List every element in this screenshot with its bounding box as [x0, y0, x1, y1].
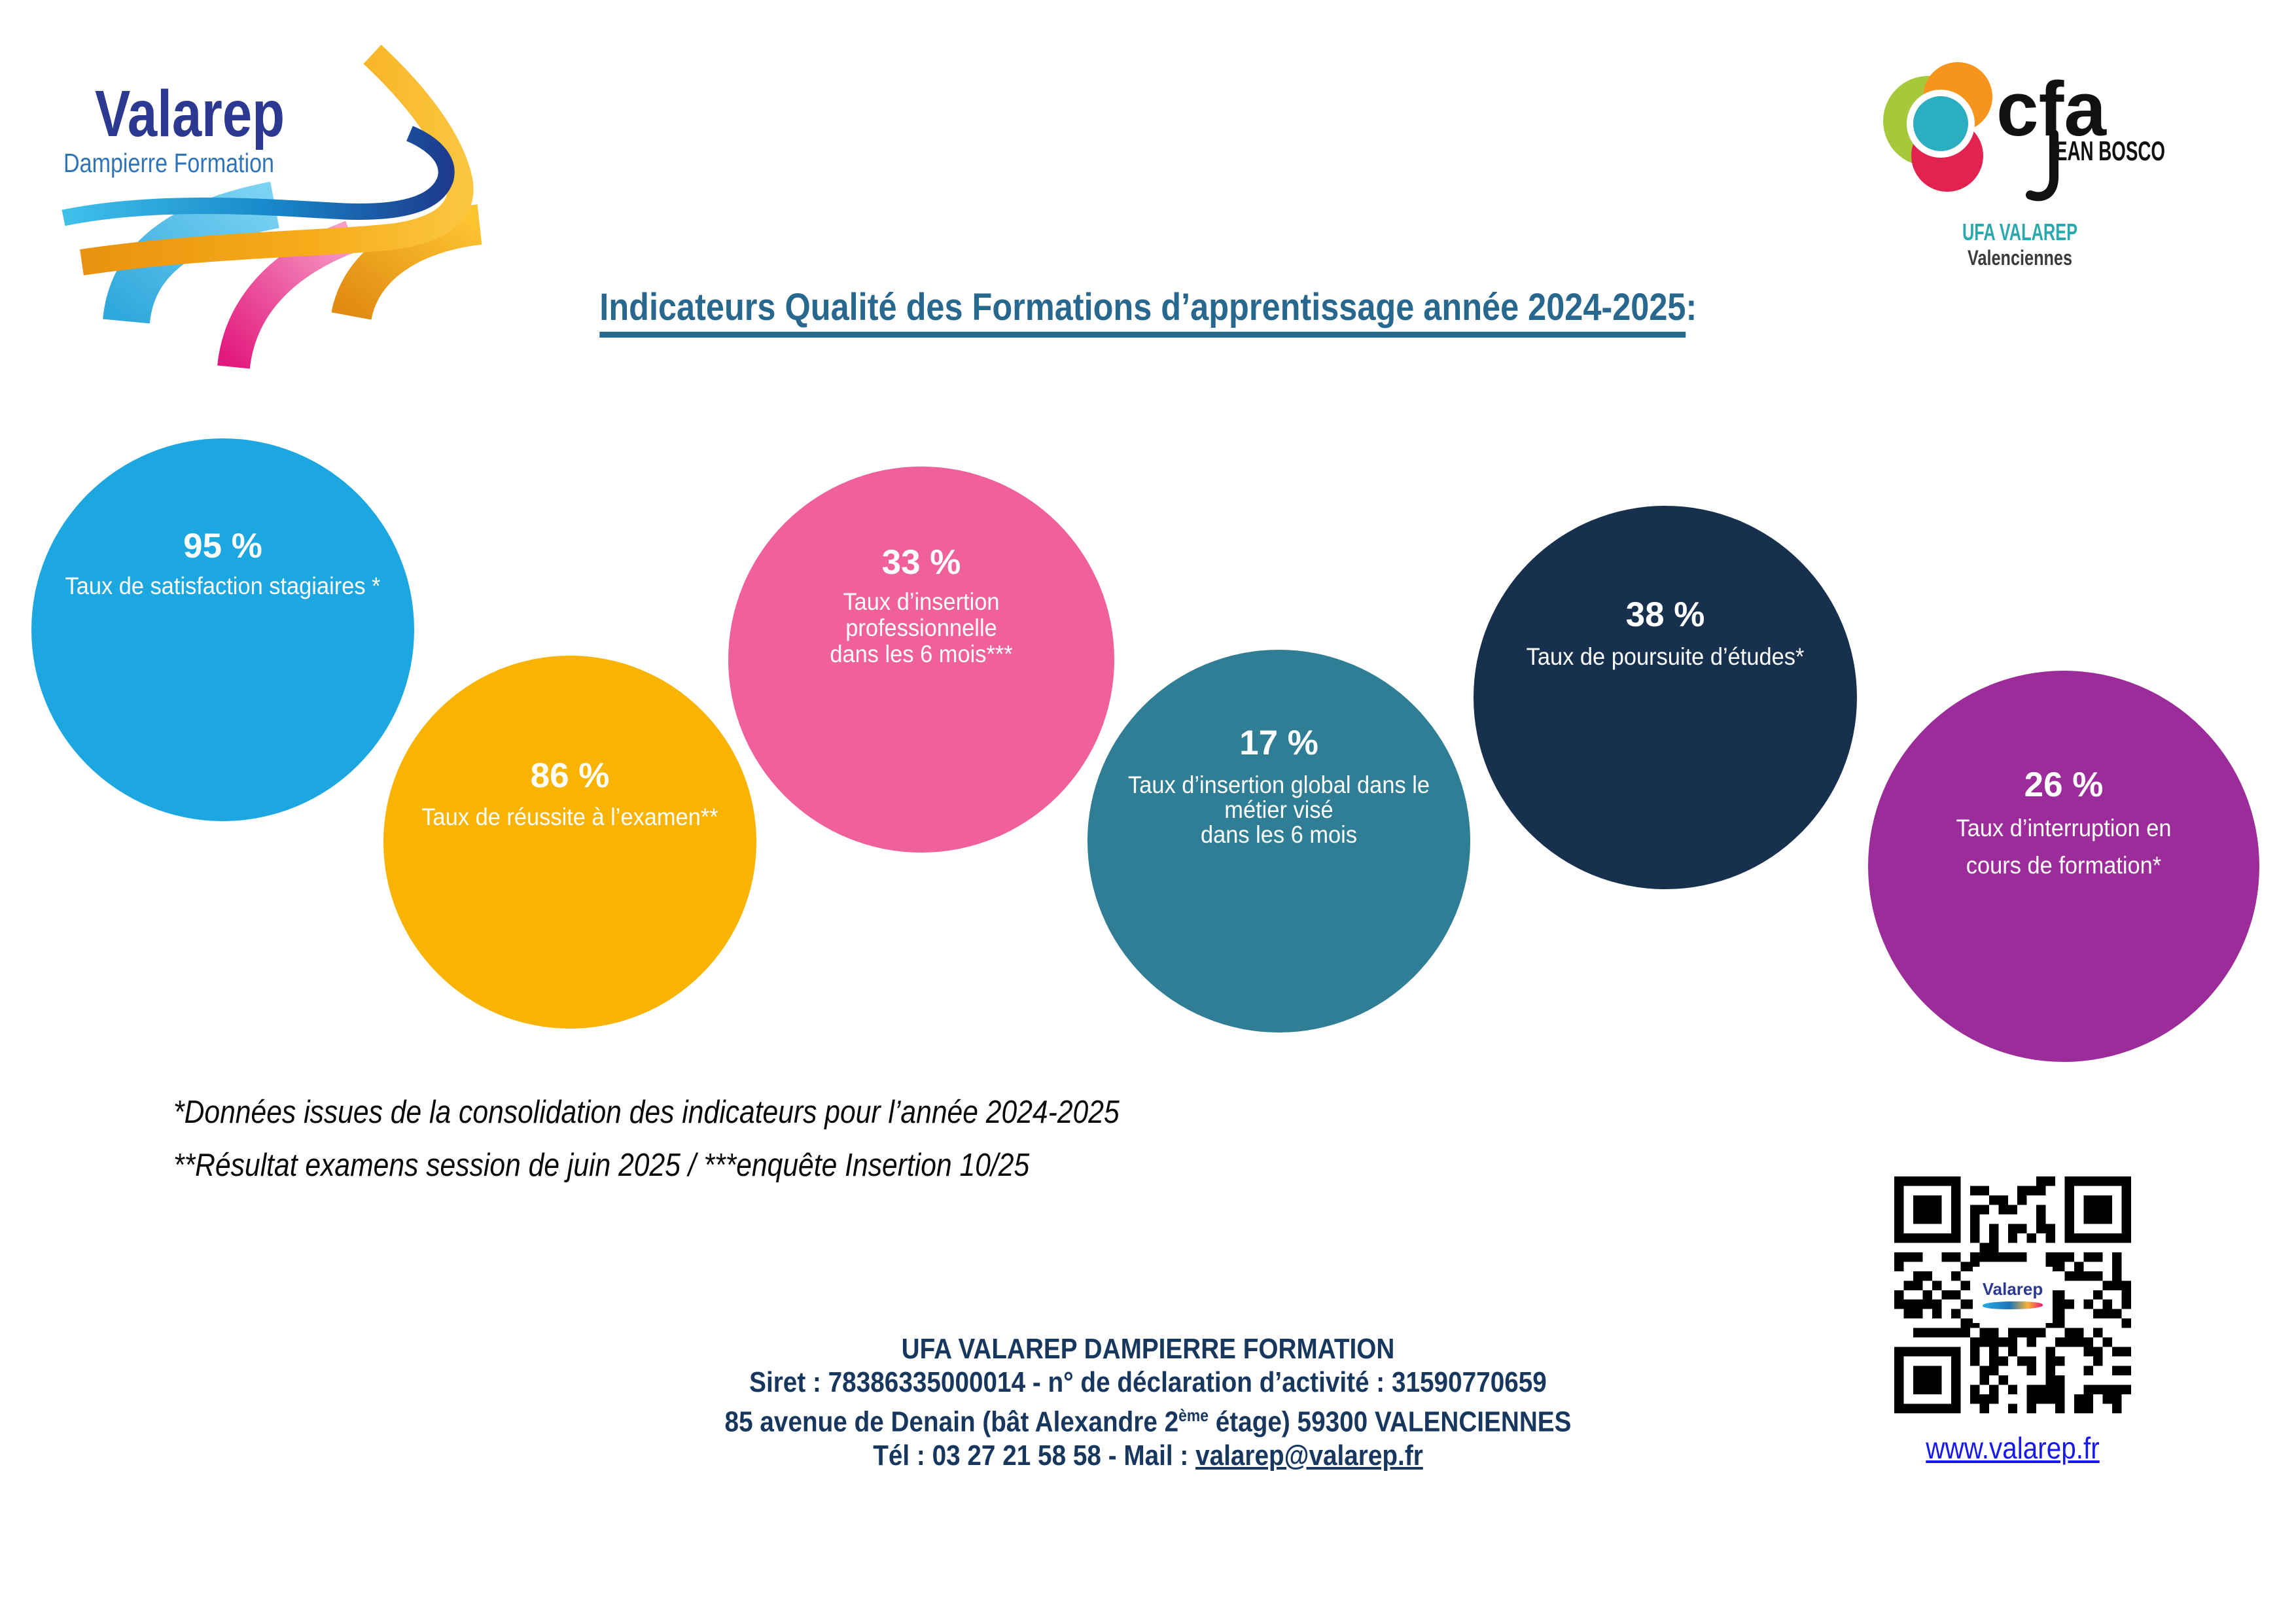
- cfa-city-text: Valenciennes: [1968, 246, 2072, 270]
- footer-contact-prefix: Tél : 03 27 21 58 58 - Mail :: [873, 1439, 1196, 1472]
- indicator-label: Taux d’insertion professionnelle dans le…: [742, 589, 1101, 667]
- footer: UFA VALAREP DAMPIERRE FORMATION Siret : …: [138, 1332, 2159, 1472]
- cfa-ufa-valarep-text: UFA VALAREP: [1962, 219, 2077, 245]
- indicator-label-line: cours de formation*: [1966, 852, 2162, 879]
- cfa-j-hook: [2026, 130, 2058, 202]
- indicator-value: 86 %: [530, 756, 610, 795]
- indicator-label-line: Taux d’insertion global dans le: [1127, 771, 1430, 798]
- footnote-2: **Résultat examens session de juin 2025 …: [173, 1148, 1030, 1183]
- footnote-1: *Données issues de la consolidation des …: [173, 1095, 1120, 1130]
- indicator-label: Taux d’interruption en cours de formatio…: [1882, 809, 2246, 884]
- indicator-label: Taux de réussite à l’examen**: [397, 803, 743, 831]
- footer-siret-line: Siret : 78386335000014 - n° de déclarati…: [749, 1366, 1547, 1398]
- indicator-value: 33 %: [881, 543, 961, 582]
- valarep-blue-swoosh: [62, 126, 455, 226]
- indicator-label-line: Taux de satisfaction stagiaires *: [65, 573, 381, 599]
- footer-address-suffix: étage) 59300 VALENCIENNES: [1208, 1405, 1572, 1438]
- valarep-logo-art: Valarep Dampierre Formation: [62, 44, 482, 370]
- footer-address-prefix: 85 avenue de Denain (bât Alexandre 2: [724, 1405, 1179, 1438]
- indicator-label-line: dans les 6 mois: [1200, 821, 1358, 848]
- cfa-jean-bosco-text: EAN BOSCO: [2055, 135, 2165, 166]
- website-link[interactable]: www.valarep.fr: [1926, 1431, 2100, 1465]
- indicator-circle-reussite: 86 % Taux de réussite à l’examen**: [383, 656, 756, 1029]
- footer-contact-line: Tél : 03 27 21 58 58 - Mail : valarep@va…: [138, 1439, 2159, 1472]
- footer-address-superscript: ème: [1178, 1405, 1209, 1425]
- indicator-label: Taux de poursuite d’études*: [1487, 643, 1844, 671]
- valarep-wordmark: Valarep: [95, 77, 285, 150]
- indicator-label: Taux d’insertion global dans le métier v…: [1101, 773, 1457, 847]
- cfa-teal-circle: [1907, 90, 1975, 158]
- indicator-label-line: métier visé: [1224, 796, 1333, 823]
- qr-center-swoosh-icon: [1983, 1301, 2043, 1309]
- footer-address-line: 85 avenue de Denain (bât Alexandre 2ème …: [138, 1399, 2159, 1439]
- page-title-text: Indicateurs Qualité des Formations d’app…: [599, 286, 1686, 338]
- indicator-value: 26 %: [2024, 766, 2104, 804]
- indicator-label-line: Taux d’interruption en: [1956, 815, 2172, 841]
- valarep-logo: Valarep Dampierre Formation: [56, 36, 501, 389]
- valarep-subtitle: Dampierre Formation: [63, 148, 274, 178]
- indicator-label-line: Taux de réussite à l’examen**: [421, 803, 718, 830]
- qr-code: Valarep: [1894, 1176, 2131, 1413]
- valarep-yellow-swoosh: [80, 44, 474, 275]
- cfa-jean-bosco-logo: cfa EAN BOSCO UFA VALAREP Valenciennes: [1868, 56, 2182, 278]
- indicator-value: 95 %: [183, 527, 262, 565]
- indicator-label-line: Taux de poursuite d’études*: [1526, 643, 1805, 670]
- qr-code-pattern: [1894, 1176, 2131, 1413]
- page-title: Indicateurs Qualité des Formations d’app…: [0, 285, 2296, 338]
- indicator-circle-insertion-global: 17 % Taux d’insertion global dans le mét…: [1087, 650, 1470, 1033]
- footer-org-name: UFA VALAREP DAMPIERRE FORMATION: [901, 1333, 1395, 1365]
- qr-center-logo: Valarep: [1973, 1267, 2053, 1323]
- valarep-orange-ribbon: [331, 204, 482, 321]
- cfa-wordmark: cfa: [1996, 66, 2107, 152]
- indicator-label-line: dans les 6 mois***: [830, 641, 1013, 667]
- indicator-circle-poursuite: 38 % Taux de poursuite d’études*: [1474, 506, 1857, 889]
- indicator-value: 17 %: [1239, 724, 1318, 762]
- qr-center-logo-text: Valarep: [1982, 1279, 2043, 1299]
- cfa-logo-art: cfa EAN BOSCO UFA VALAREP Valenciennes: [1883, 62, 2165, 270]
- indicator-label-line: professionnelle: [845, 614, 997, 641]
- indicator-circle-interruption: 26 % Taux d’interruption en cours de for…: [1868, 671, 2259, 1062]
- page-title-colon: :: [1686, 286, 1697, 328]
- indicator-label-line: Taux d’insertion: [843, 588, 1000, 615]
- email-link[interactable]: valarep@valarep.fr: [1195, 1439, 1423, 1472]
- indicator-value: 38 %: [1625, 595, 1705, 634]
- indicator-circle-satisfaction: 95 % Taux de satisfaction stagiaires *: [31, 438, 414, 821]
- indicator-circle-insertion-pro: 33 % Taux d’insertion professionnelle da…: [728, 467, 1114, 853]
- indicator-label: Taux de satisfaction stagiaires *: [44, 572, 400, 600]
